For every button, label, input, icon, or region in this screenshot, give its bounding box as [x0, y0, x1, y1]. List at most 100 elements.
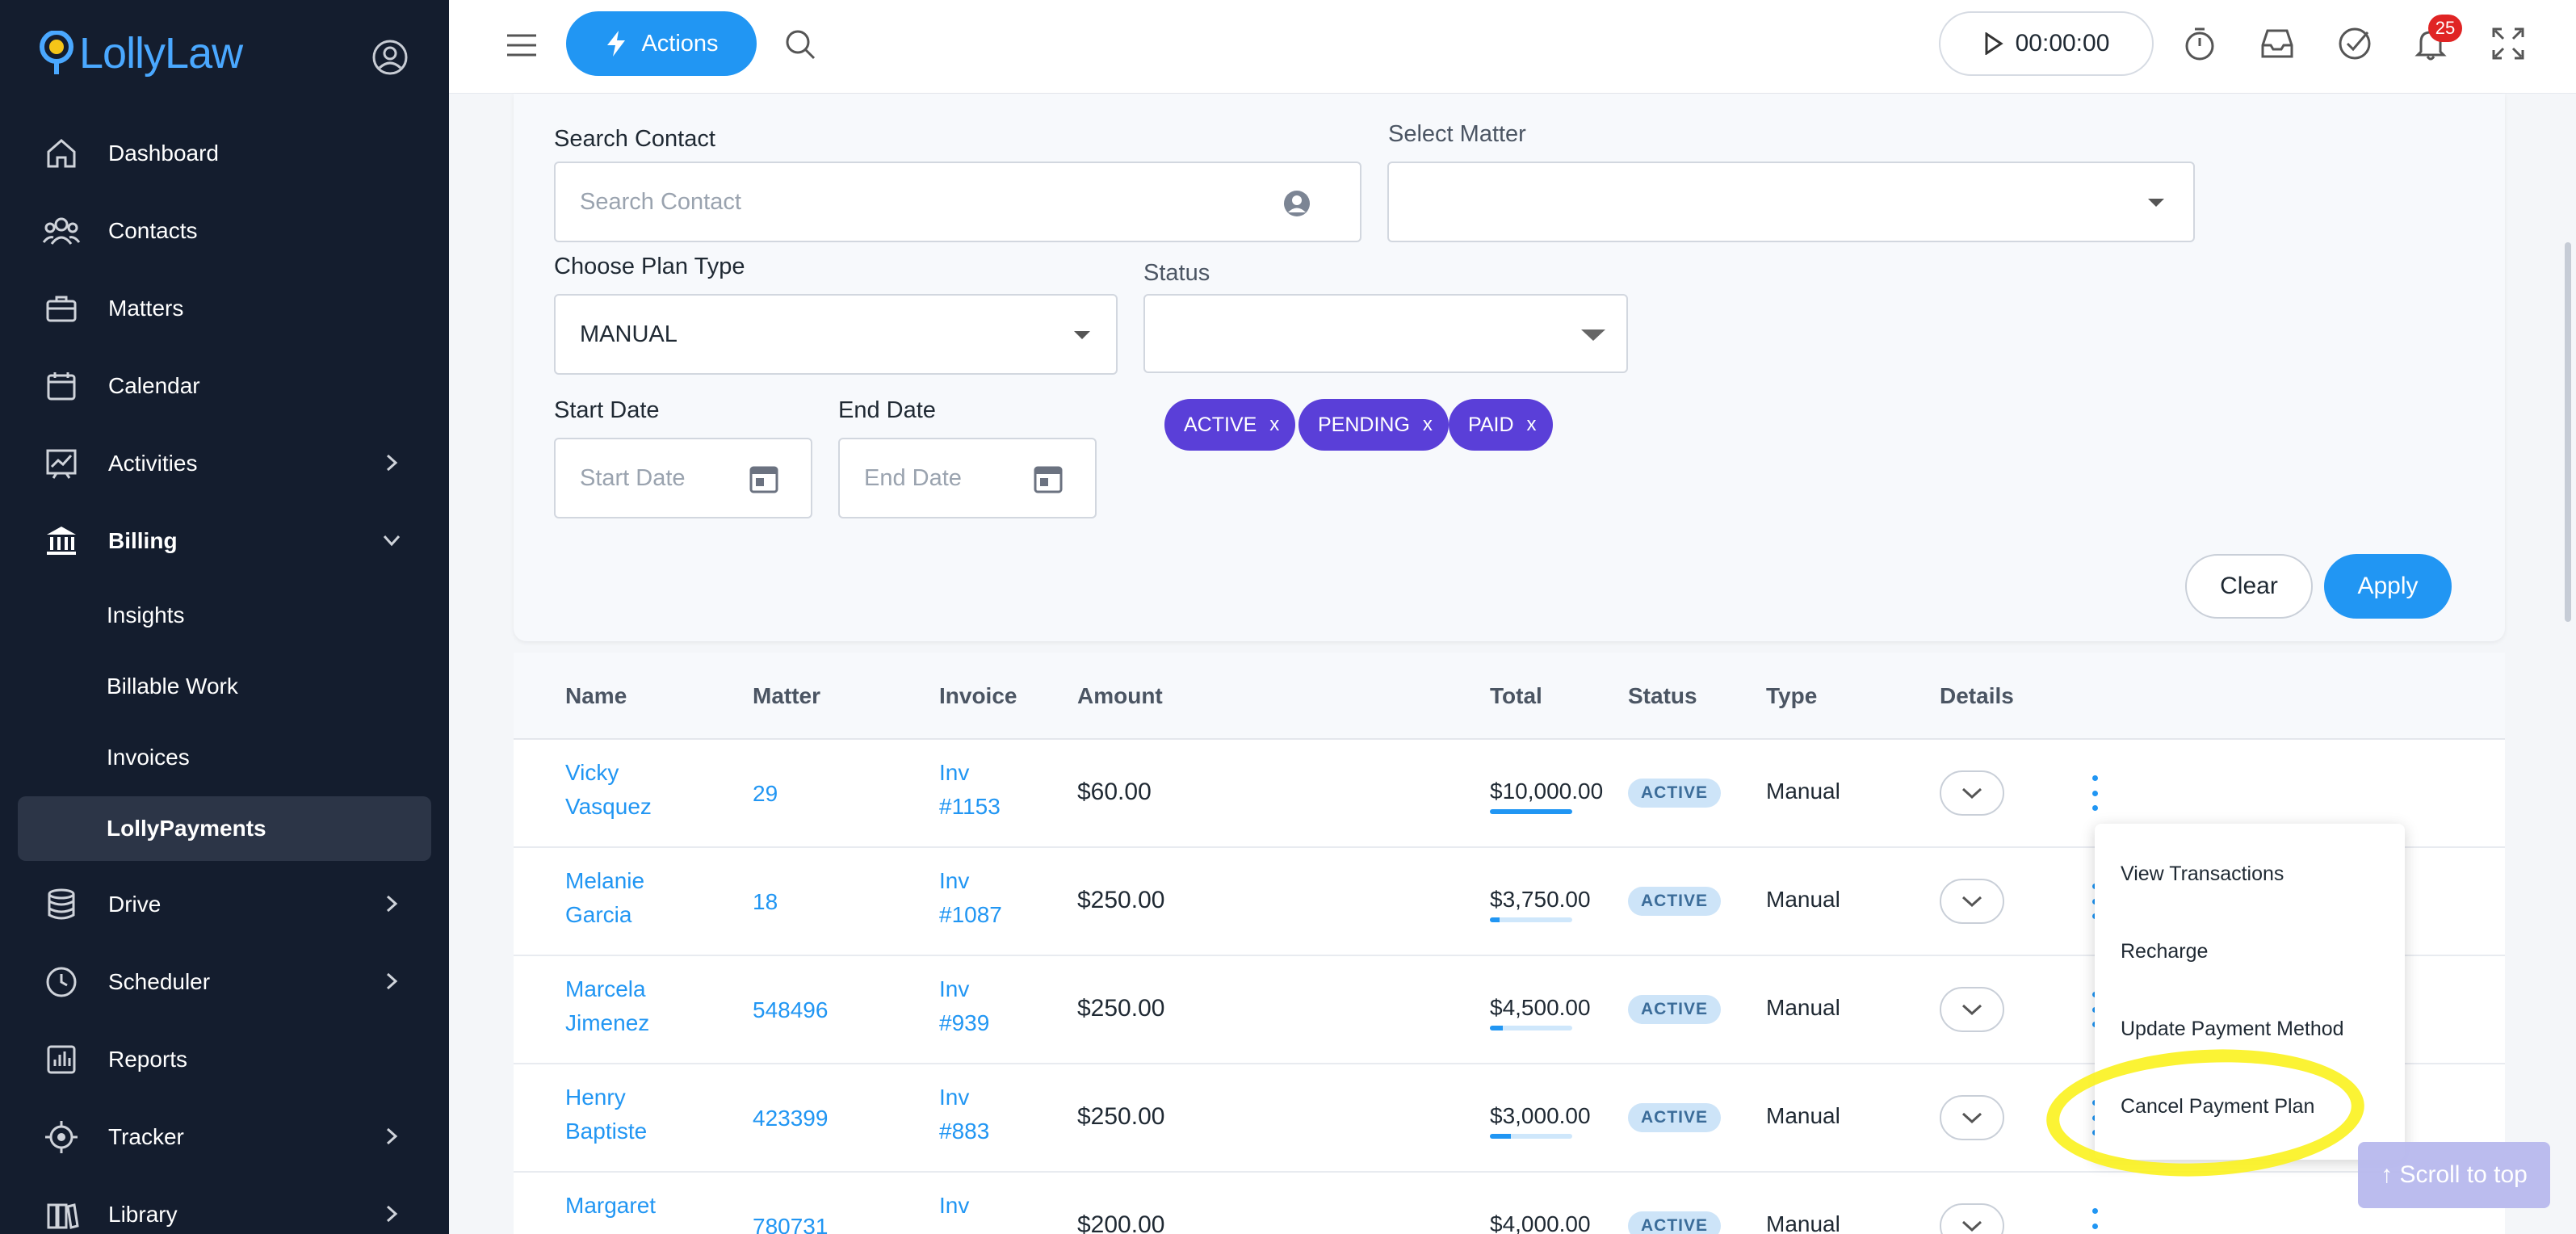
home-icon [42, 134, 81, 173]
total-value: $4,000.00 [1490, 1211, 1591, 1234]
page-scrollbar[interactable] [2565, 242, 2571, 622]
payment-progress-bar [1490, 917, 1572, 922]
sidebar-item-label: Billing [108, 528, 178, 553]
sidebar-item-library[interactable]: Library [0, 1176, 449, 1234]
invoice-link[interactable]: Inv #939 [939, 972, 989, 1040]
sidebar-item-contacts[interactable]: Contacts [0, 192, 449, 270]
invoice-link[interactable]: Inv #883 [939, 1081, 989, 1148]
invoice-link[interactable]: Inv #1087 [939, 864, 1002, 932]
contact-name-link[interactable]: Melanie Garcia [565, 864, 644, 932]
fullscreen-icon[interactable] [2489, 24, 2528, 63]
column-header-name[interactable]: Name [565, 683, 627, 708]
clear-button[interactable]: Clear [2185, 554, 2313, 619]
column-header-type[interactable]: Type [1766, 683, 1818, 708]
sidebar-item-activities[interactable]: Activities [0, 425, 449, 502]
status-chip-pending[interactable]: PENDING x [1298, 399, 1449, 451]
column-header-status[interactable]: Status [1628, 683, 1697, 708]
chip-remove-icon[interactable]: x [1526, 413, 1537, 435]
menu-item-recharge[interactable]: Recharge [2121, 940, 2209, 963]
expand-details-button[interactable] [1940, 987, 2004, 1032]
status-chip-paid[interactable]: PAID x [1449, 399, 1553, 451]
matter-link[interactable]: 29 [753, 781, 778, 806]
payment-progress-bar [1490, 1134, 1572, 1139]
sidebar-item-calendar[interactable]: Calendar [0, 347, 449, 425]
stopwatch-icon[interactable] [2180, 24, 2219, 63]
expand-details-button[interactable] [1940, 1095, 2004, 1140]
end-date-placeholder: End Date [864, 464, 962, 491]
invoice-link[interactable]: Inv #1153 [939, 756, 1001, 824]
invoice-prefix: Inv [939, 868, 970, 893]
check-circle-icon[interactable] [2335, 24, 2374, 63]
matter-link[interactable]: 548496 [753, 997, 829, 1022]
contact-icon [1284, 191, 1310, 216]
row-more-options-icon[interactable] [2087, 1208, 2103, 1234]
type-value: Manual [1766, 887, 1840, 912]
user-profile-icon[interactable] [371, 39, 409, 76]
status-chip-active[interactable]: ACTIVE x [1164, 399, 1296, 451]
contact-first-name: Margaret [565, 1193, 657, 1218]
column-header-invoice[interactable]: Invoice [939, 683, 1017, 708]
scroll-to-top-button[interactable]: ↑ Scroll to top [2358, 1142, 2550, 1208]
sidebar-item-label: Calendar [108, 373, 200, 398]
target-icon [42, 1118, 81, 1156]
sidebar-item-billing[interactable]: Billing [0, 502, 449, 580]
select-matter-dropdown[interactable] [1387, 162, 2195, 242]
timer-widget[interactable]: 00:00:00 [1939, 11, 2154, 76]
select-matter-label: Select Matter [1388, 121, 1526, 147]
expand-details-button[interactable] [1940, 879, 2004, 924]
sidebar-subitem-lollypayments[interactable]: LollyPayments [18, 796, 431, 861]
column-header-total[interactable]: Total [1490, 683, 1542, 708]
bar-chart-icon [42, 1040, 81, 1079]
progress-fill [1490, 1134, 1511, 1139]
app-logo[interactable]: LollyLaw [37, 29, 243, 78]
search-icon[interactable] [782, 26, 819, 63]
actions-button[interactable]: Actions [566, 11, 757, 76]
sidebar-item-drive[interactable]: Drive [0, 866, 449, 943]
column-header-details[interactable]: Details [1940, 683, 2014, 708]
column-header-amount[interactable]: Amount [1077, 683, 1163, 708]
matter-link[interactable]: 423399 [753, 1106, 829, 1131]
invoice-number: #1153 [939, 794, 1001, 819]
contact-name-link[interactable]: Marcela Jimenez [565, 972, 649, 1040]
matter-link[interactable]: 18 [753, 889, 778, 914]
contact-name-link[interactable]: Henry Baptiste [565, 1081, 647, 1148]
start-date-input[interactable]: Start Date [554, 438, 812, 518]
search-contact-label: Search Contact [554, 126, 715, 152]
plan-type-select[interactable]: MANUAL [554, 294, 1118, 375]
sidebar-item-dashboard[interactable]: Dashboard [0, 115, 449, 192]
row-more-options-icon[interactable] [2087, 775, 2103, 811]
menu-item-view-transactions[interactable]: View Transactions [2121, 863, 2284, 885]
menu-item-update-payment-method[interactable]: Update Payment Method [2121, 1018, 2344, 1040]
contact-name-link[interactable]: Margaret [565, 1189, 656, 1223]
chip-remove-icon[interactable]: x [1422, 413, 1433, 435]
inbox-icon[interactable] [2258, 24, 2297, 63]
chip-remove-icon[interactable]: x [1269, 413, 1280, 435]
status-multiselect[interactable] [1143, 294, 1628, 373]
sidebar-subitem-invoices[interactable]: Invoices [107, 745, 190, 770]
sidebar-item-matters[interactable]: Matters [0, 270, 449, 347]
calendar-icon[interactable] [1032, 462, 1064, 494]
invoice-link[interactable]: Inv [939, 1189, 969, 1223]
amount-value: $250.00 [1077, 995, 1165, 1022]
sidebar-subitem-insights[interactable]: Insights [107, 602, 185, 627]
apply-button[interactable]: Apply [2324, 554, 2452, 619]
sidebar-item-scheduler[interactable]: Scheduler [0, 943, 449, 1021]
end-date-input[interactable]: End Date [838, 438, 1097, 518]
matter-link[interactable]: 780731 [753, 1214, 829, 1234]
contact-name-link[interactable]: Vicky Vasquez [565, 756, 652, 824]
expand-details-button[interactable] [1940, 770, 2004, 816]
plan-type-value: MANUAL [580, 321, 678, 347]
search-contact-input[interactable]: Search Contact [554, 162, 1361, 242]
invoice-number: #883 [939, 1119, 990, 1144]
status-badge: ACTIVE [1628, 887, 1722, 916]
menu-item-cancel-payment-plan[interactable]: Cancel Payment Plan [2121, 1095, 2315, 1118]
expand-details-button[interactable] [1940, 1203, 2004, 1234]
hamburger-menu-icon[interactable] [506, 31, 538, 60]
sidebar-item-reports[interactable]: Reports [0, 1021, 449, 1098]
contact-last-name: Garcia [565, 902, 632, 927]
calendar-icon[interactable] [748, 462, 780, 494]
sidebar-subitem-billable-work[interactable]: Billable Work [107, 674, 238, 699]
sidebar-item-tracker[interactable]: Tracker [0, 1098, 449, 1176]
sidebar-item-label: Activities [108, 451, 198, 476]
column-header-matter[interactable]: Matter [753, 683, 821, 708]
